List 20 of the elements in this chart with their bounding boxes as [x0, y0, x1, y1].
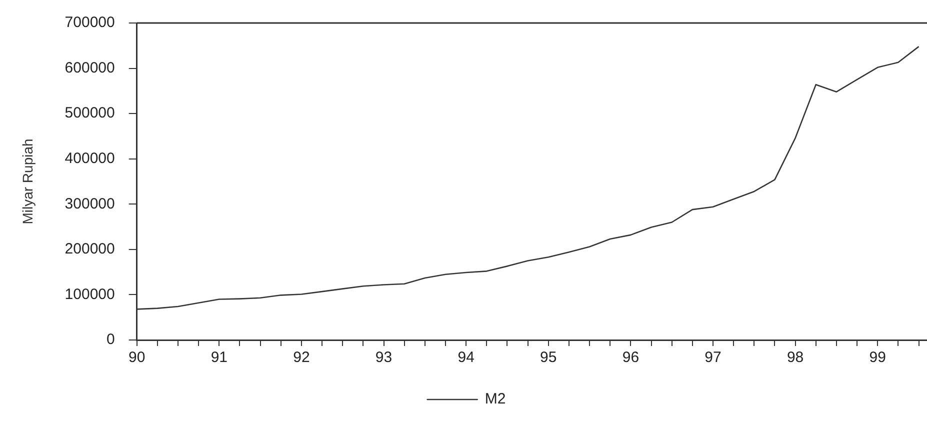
y-tick-label: 600000 [64, 59, 115, 76]
y-tick-label: 400000 [64, 150, 115, 167]
y-tick-label: 300000 [64, 195, 115, 212]
x-tick-label: 98 [786, 349, 804, 366]
y-tick-label: 200000 [64, 240, 115, 258]
x-tick-label: 94 [458, 349, 474, 366]
x-tick-label: 93 [375, 349, 392, 366]
y-tick-label: 500000 [64, 104, 115, 122]
x-tick-label: 92 [293, 349, 310, 366]
x-tick-label: 96 [622, 349, 640, 366]
x-tick-label: 97 [704, 349, 722, 366]
x-tick-label: 99 [869, 349, 886, 366]
y-tick-label: 700000 [64, 14, 115, 32]
x-tick-label: 95 [540, 349, 557, 366]
y-tick-label: 0 [106, 331, 115, 348]
legend-label: M2 [484, 390, 506, 408]
x-tick-label: 90 [128, 349, 146, 366]
y-axis-title: Milyar Rupiah [19, 138, 36, 224]
x-tick-label: 91 [210, 349, 228, 366]
y-tick-label: 100000 [64, 286, 115, 303]
